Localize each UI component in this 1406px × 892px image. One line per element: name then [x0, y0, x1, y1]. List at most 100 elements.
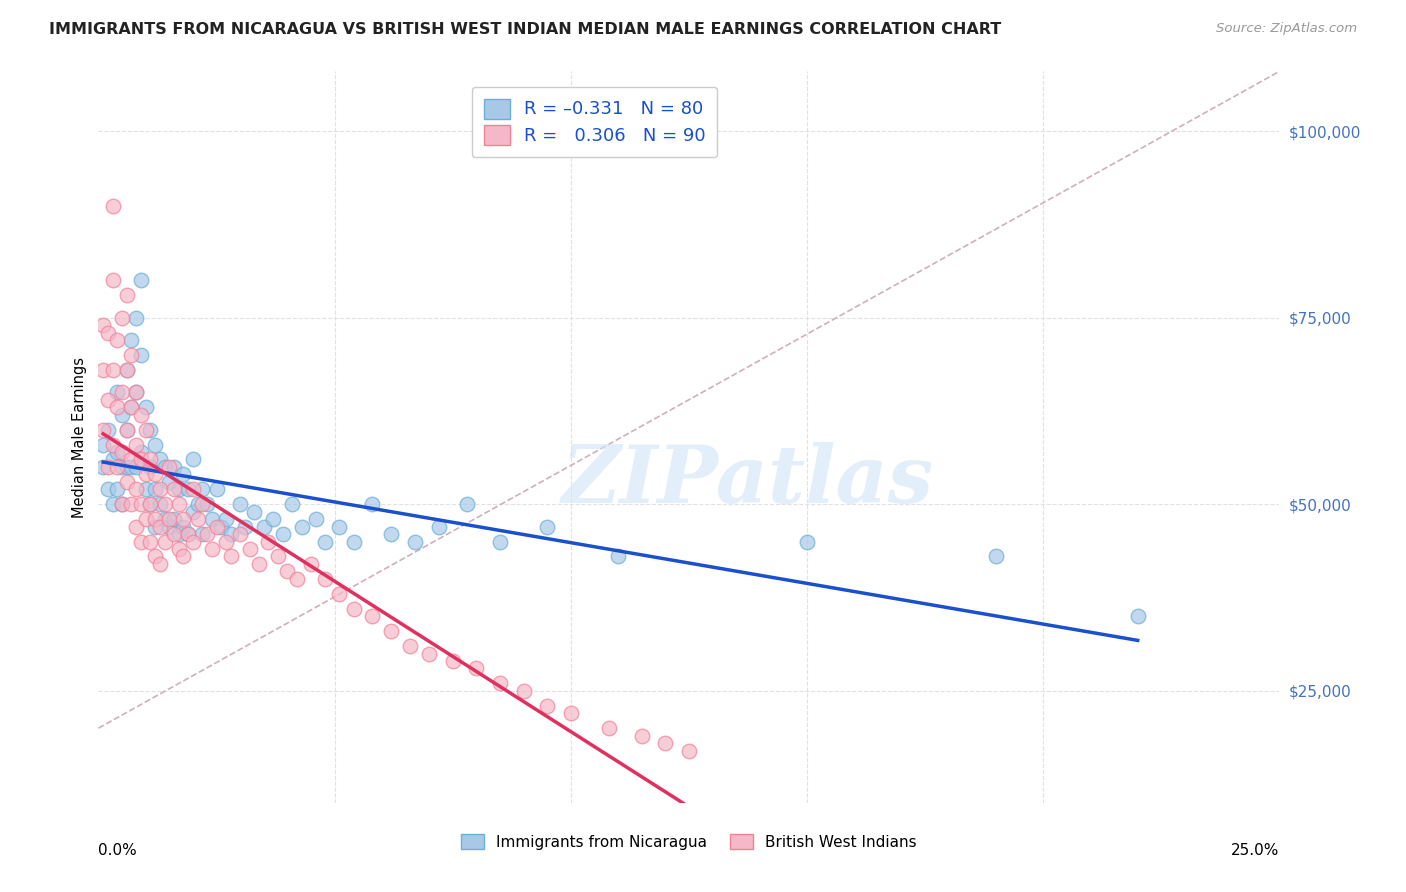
Point — [380, 624, 402, 639]
Point — [281, 497, 304, 511]
Text: 0.0%: 0.0% — [98, 843, 138, 858]
Point — [205, 483, 228, 497]
Point — [153, 497, 176, 511]
Point — [97, 483, 120, 497]
Point — [187, 497, 209, 511]
Point — [121, 401, 143, 415]
Point — [172, 467, 194, 482]
Point — [97, 392, 120, 407]
Point — [456, 497, 478, 511]
Point — [290, 519, 312, 533]
Point — [328, 519, 350, 533]
Text: 25.0%: 25.0% — [1232, 843, 1279, 858]
Point — [139, 423, 162, 437]
Point — [418, 647, 440, 661]
Text: IMMIGRANTS FROM NICARAGUA VS BRITISH WEST INDIAN MEDIAN MALE EARNINGS CORRELATIO: IMMIGRANTS FROM NICARAGUA VS BRITISH WES… — [49, 22, 1001, 37]
Point — [219, 549, 242, 564]
Point — [536, 519, 558, 533]
Point — [314, 534, 336, 549]
Point — [195, 497, 218, 511]
Point — [121, 401, 143, 415]
Point — [404, 534, 426, 549]
Point — [135, 512, 157, 526]
Point — [257, 534, 280, 549]
Point — [560, 706, 582, 721]
Point — [305, 512, 328, 526]
Point — [598, 721, 620, 735]
Point — [129, 348, 152, 362]
Point — [125, 385, 148, 400]
Point — [125, 437, 148, 451]
Point — [201, 512, 224, 526]
Point — [105, 459, 128, 474]
Point — [285, 572, 308, 586]
Point — [361, 609, 384, 624]
Point — [172, 512, 194, 526]
Point — [97, 326, 120, 340]
Point — [195, 527, 218, 541]
Point — [177, 483, 200, 497]
Point — [115, 363, 138, 377]
Point — [172, 519, 194, 533]
Point — [105, 483, 128, 497]
Point — [678, 743, 700, 757]
Point — [181, 534, 204, 549]
Point — [121, 333, 143, 347]
Point — [149, 497, 172, 511]
Point — [121, 459, 143, 474]
Point — [115, 423, 138, 437]
Point — [143, 512, 166, 526]
Point — [177, 527, 200, 541]
Point — [239, 542, 262, 557]
Point — [219, 527, 242, 541]
Point — [101, 273, 124, 287]
Point — [489, 676, 512, 690]
Point — [101, 452, 124, 467]
Point — [135, 483, 157, 497]
Point — [101, 363, 124, 377]
Point — [91, 423, 114, 437]
Point — [105, 385, 128, 400]
Point — [167, 497, 190, 511]
Point — [121, 497, 143, 511]
Point — [91, 318, 114, 332]
Point — [314, 572, 336, 586]
Point — [607, 549, 630, 564]
Point — [105, 401, 128, 415]
Point — [91, 363, 114, 377]
Point — [121, 348, 143, 362]
Point — [139, 497, 162, 511]
Y-axis label: Median Male Earnings: Median Male Earnings — [72, 357, 87, 517]
Point — [163, 483, 186, 497]
Point — [399, 639, 422, 653]
Point — [153, 512, 176, 526]
Point — [247, 557, 270, 571]
Point — [129, 534, 152, 549]
Point — [129, 452, 152, 467]
Point — [276, 565, 298, 579]
Point — [101, 497, 124, 511]
Point — [163, 512, 186, 526]
Point — [121, 452, 143, 467]
Point — [181, 505, 204, 519]
Point — [342, 601, 364, 615]
Point — [143, 467, 166, 482]
Point — [984, 549, 1007, 564]
Point — [149, 483, 172, 497]
Point — [427, 519, 450, 533]
Point — [187, 512, 209, 526]
Point — [1126, 609, 1149, 624]
Point — [149, 452, 172, 467]
Point — [149, 519, 172, 533]
Point — [111, 310, 134, 325]
Point — [111, 445, 134, 459]
Point — [143, 437, 166, 451]
Point — [139, 534, 162, 549]
Point — [153, 534, 176, 549]
Point — [630, 729, 652, 743]
Point — [97, 459, 120, 474]
Point — [111, 497, 134, 511]
Point — [181, 452, 204, 467]
Point — [489, 534, 512, 549]
Point — [163, 459, 186, 474]
